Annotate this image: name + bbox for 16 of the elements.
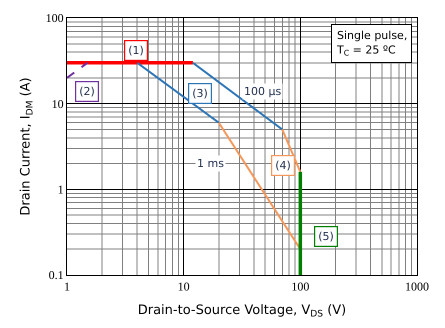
x-tick-label: 10 [178, 279, 190, 294]
x-tick-label: 1000 [405, 279, 429, 294]
series-label: (5) [318, 230, 334, 244]
y-tick-label: 0.1 [48, 268, 64, 282]
y-tick-label: 100 [46, 11, 64, 26]
annotation: 1 ms [197, 157, 224, 170]
series-label: (4) [275, 159, 291, 172]
series-label: (1) [128, 44, 144, 58]
x-tick-label: 100 [291, 279, 310, 294]
series-label: (2) [79, 85, 95, 98]
x-axis-title: Drain-to-Source Voltage, V$_{DS}$ (V) [138, 303, 346, 320]
y-tick-label: 1 [58, 182, 64, 197]
series-label: (3) [192, 87, 208, 100]
annotation: 100 µs [244, 85, 282, 98]
y-tick-label: 10 [52, 96, 64, 111]
annotation: Single pulse, T$_{C}$ = 25 ºC [336, 29, 408, 58]
